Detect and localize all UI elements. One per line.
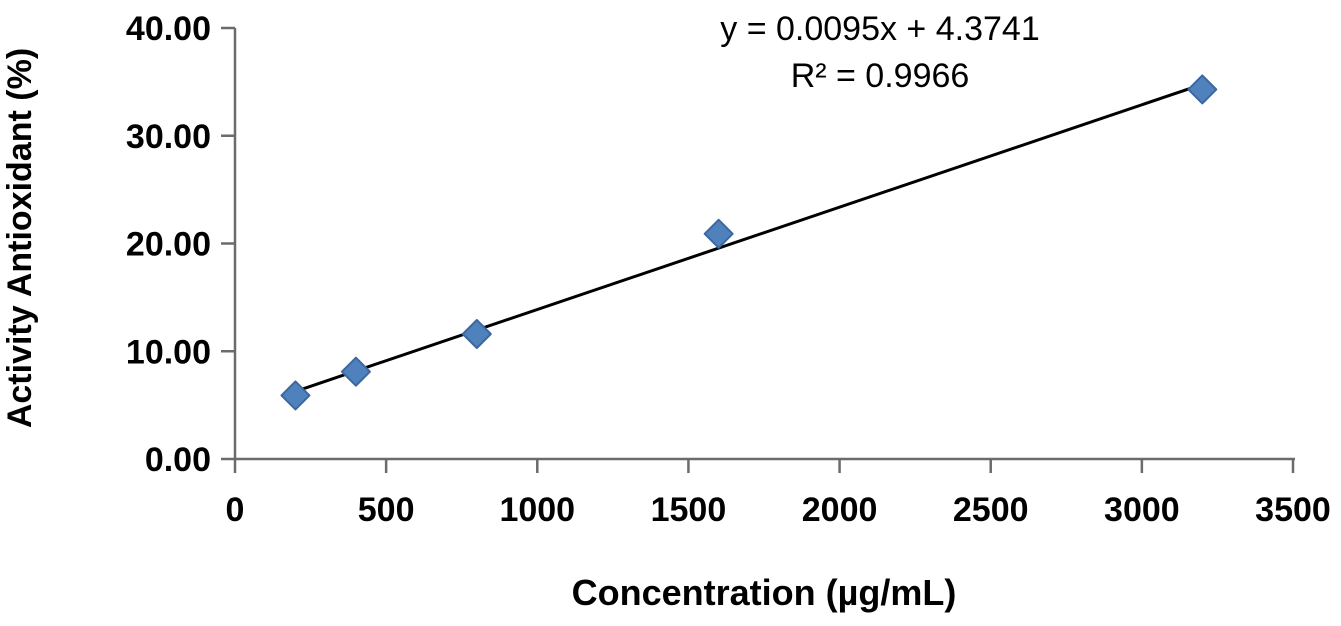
y-tick-label: 20.00 (126, 226, 211, 264)
trendline-equation: y = 0.0095x + 4.3741 (720, 10, 1040, 48)
data-point-marker (461, 319, 492, 350)
y-tick-label: 40.00 (126, 10, 211, 48)
x-tick-label: 1000 (499, 491, 575, 529)
x-tick-label: 2000 (802, 491, 878, 529)
data-point-marker (703, 218, 734, 249)
x-tick-label: 500 (358, 491, 415, 529)
data-point-marker (1187, 74, 1218, 105)
y-axis-title: Activity Antioxidant (%) (1, 47, 39, 429)
x-axis-title: Concentration (µg/mL) (571, 572, 957, 613)
trendline-annotation: y = 0.0095x + 4.3741 R² = 0.9966 (600, 6, 1160, 100)
data-point-marker (340, 356, 371, 387)
x-tick-label: 3000 (1104, 491, 1180, 529)
x-tick-label: 1500 (651, 491, 727, 529)
y-tick-label: 30.00 (126, 118, 211, 156)
y-tick-label: 10.00 (126, 333, 211, 371)
y-tick-label: 0.00 (145, 441, 211, 479)
trendline (294, 82, 1203, 393)
r-squared-value: R² = 0.9966 (790, 57, 970, 95)
data-point-marker (280, 380, 311, 411)
x-tick-label: 0 (226, 491, 245, 529)
x-tick-label: 2500 (953, 491, 1029, 529)
x-tick-label: 3500 (1255, 491, 1331, 529)
